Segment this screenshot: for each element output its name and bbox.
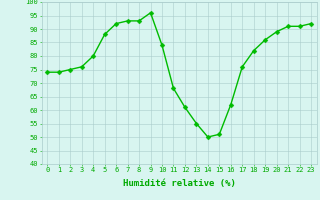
X-axis label: Humidité relative (%): Humidité relative (%) bbox=[123, 179, 236, 188]
